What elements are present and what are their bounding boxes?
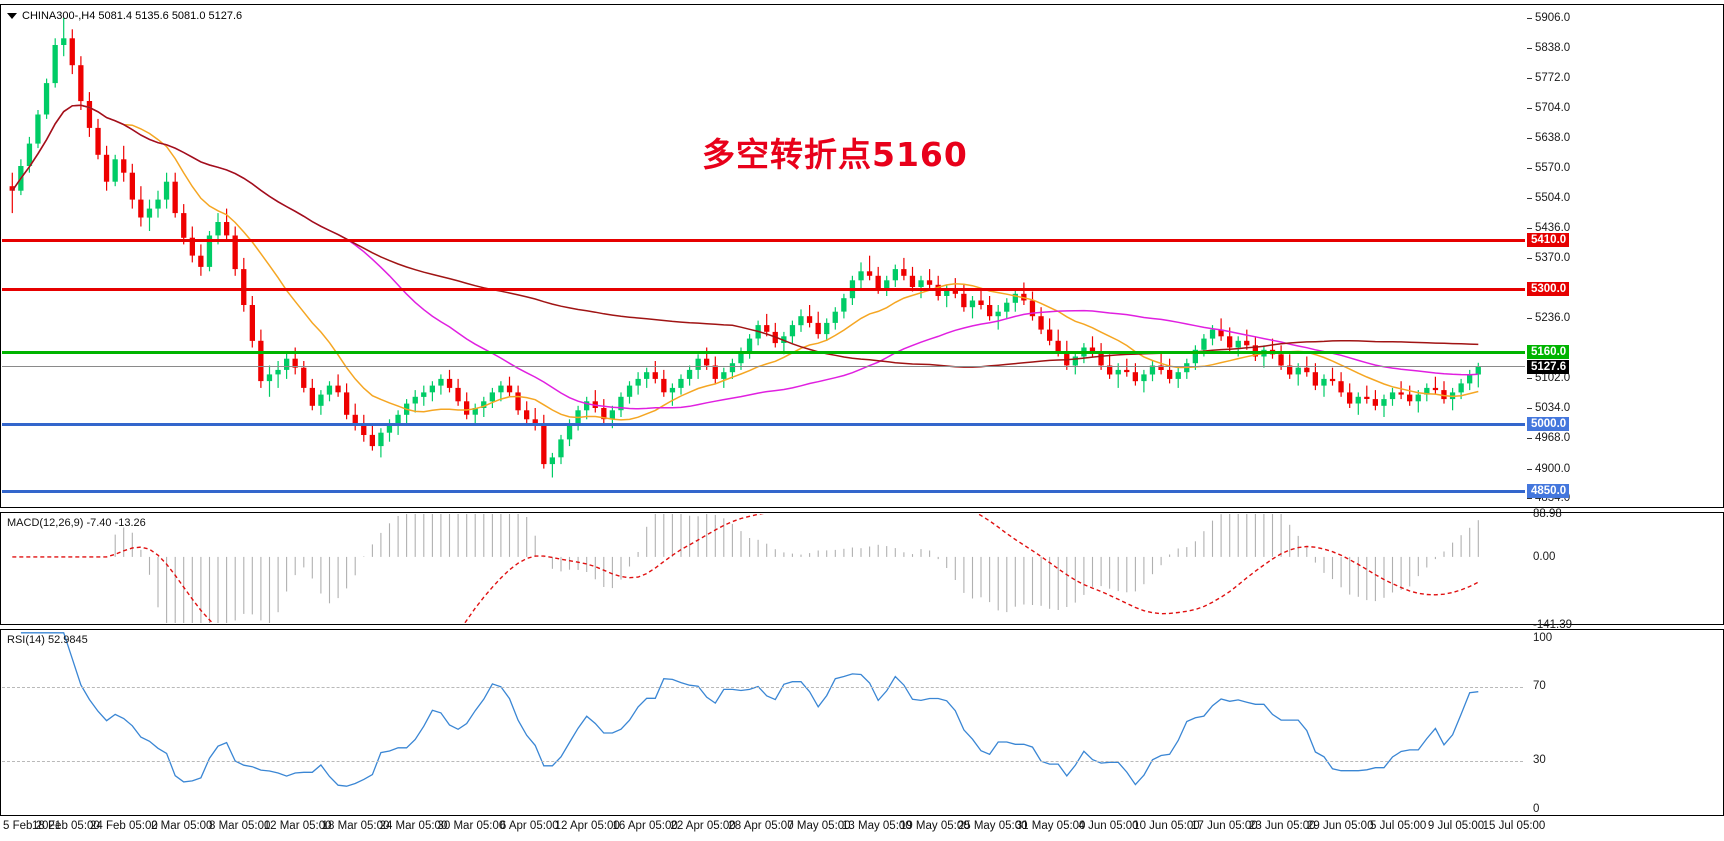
time-label: 31 May 05:00 [1015, 820, 1086, 832]
rsi-tick-100: 100 [1533, 632, 1553, 644]
macd-tick--141.39: -141.39 [1533, 619, 1573, 631]
symbol-readout-text: CHINA300-,H4 5081.4 5135.6 5081.0 5127.6 [22, 10, 243, 22]
price-tag-4850.0[interactable]: 4850.0 [1527, 483, 1570, 498]
time-label: 16 Apr 05:00 [612, 820, 678, 832]
time-label: 2 Mar 05:00 [151, 820, 213, 832]
price-tick-4900.0: 4900.0 [1526, 462, 1571, 475]
price-axis[interactable]: 5906.0 5838.0 5772.0 5704.0 5638.0 5570.0 5504… [1525, 5, 1723, 507]
macd-plot-area[interactable] [2, 514, 1523, 623]
price-tag-5160.0[interactable]: 5160.0 [1527, 345, 1570, 360]
time-label: 23 Jun 05:00 [1249, 820, 1316, 832]
symbol-readout: CHINA300-,H4 5081.4 5135.6 5081.0 5127.6 [7, 10, 242, 22]
level-line-5127 [2, 365, 1525, 367]
time-label: 30 Mar 05:00 [437, 820, 506, 832]
time-label: 13 May 05:00 [842, 820, 912, 832]
time-label: 17 Jun 05:00 [1191, 820, 1258, 832]
time-label: 12 Apr 05:00 [554, 820, 620, 832]
level-line-5300[interactable] [2, 288, 1525, 292]
time-label: 18 Mar 05:00 [321, 820, 390, 832]
macd-panel[interactable]: MACD(12,26,9) -7.40 -13.26 88.98 0.00 -141… [0, 508, 1724, 631]
rsi-overbought-line [2, 686, 1523, 688]
price-chart-panel[interactable]: CHINA300-,H4 5081.4 5135.6 5081.0 5127.6… [0, 4, 1724, 508]
level-line-4850[interactable] [2, 489, 1525, 493]
macd-axis[interactable]: 88.98 0.00 -141.39 [1523, 508, 1723, 631]
rsi-plot-area[interactable] [2, 631, 1523, 814]
price-tick-5504.0: 5504.0 [1526, 191, 1571, 204]
time-label: 5 Jul 05:00 [1370, 820, 1427, 832]
macd-tick-88.98: 88.98 [1533, 508, 1562, 520]
price-tick-5638.0: 5638.0 [1526, 131, 1571, 144]
macd-series-svg [12, 514, 1479, 623]
price-tick-5906.0: 5906.0 [1526, 11, 1571, 24]
price-plot-area[interactable]: 多空转折点5160 [2, 6, 1525, 506]
rsi-tick-0: 0 [1533, 803, 1540, 815]
price-tick-5436.0: 5436.0 [1526, 222, 1571, 235]
price-tick-5838.0: 5838.0 [1526, 42, 1571, 55]
level-line-5160[interactable] [2, 351, 1525, 355]
time-label: 28 Apr 05:00 [728, 820, 794, 832]
price-tag-5300.0[interactable]: 5300.0 [1527, 282, 1570, 297]
price-tag-5410.0[interactable]: 5410.0 [1527, 232, 1570, 247]
rsi-tick-30: 30 [1533, 753, 1546, 766]
level-line-5410[interactable] [2, 238, 1525, 242]
macd-caption: MACD(12,26,9) -7.40 -13.26 [7, 517, 146, 529]
price-tick-5570.0: 5570.0 [1526, 162, 1571, 175]
time-label: 10 Jun 05:00 [1133, 820, 1200, 832]
level-line-5000[interactable] [2, 422, 1525, 426]
time-axis[interactable]: 5 Feb 2021 18 Feb 05:00 24 Feb 05:00 2 Mar … [0, 818, 1724, 841]
rsi-panel[interactable]: RSI(14) 52.9845 100 70 30 0 [0, 629, 1724, 816]
time-label: 24 Mar 05:00 [379, 820, 448, 832]
rsi-axis[interactable]: 100 70 30 0 [1523, 630, 1723, 815]
time-label: 4 Jun 05:00 [1078, 820, 1139, 832]
triangle-down-icon[interactable] [7, 13, 17, 19]
time-label: 22 Apr 05:00 [670, 820, 736, 832]
price-tick-5772.0: 5772.0 [1526, 71, 1571, 84]
time-label: 24 Feb 05:00 [89, 820, 158, 832]
time-label: 15 Jul 05:00 [1482, 820, 1546, 832]
price-candles-svg [9, 18, 1481, 478]
macd-tick-0.00: 0.00 [1533, 550, 1556, 563]
rsi-oversold-line [2, 760, 1523, 762]
time-label: 7 May 05:00 [787, 820, 851, 832]
time-label: 19 May 05:00 [899, 820, 970, 832]
rsi-tick-70: 70 [1533, 679, 1546, 692]
price-tick-5034.0: 5034.0 [1526, 402, 1571, 415]
time-label: 29 Jun 05:00 [1306, 820, 1374, 832]
time-label: 5 Feb 2021 [3, 820, 62, 832]
price-tag-5127.6[interactable]: 5127.6 [1527, 359, 1570, 374]
time-label: 12 Mar 05:00 [263, 820, 332, 832]
time-label: 8 Mar 05:00 [209, 820, 271, 832]
time-label: 9 Jul 05:00 [1427, 820, 1485, 832]
price-tick-4968.0: 4968.0 [1526, 432, 1571, 445]
rsi-series-svg [20, 632, 1479, 787]
time-label: 25 May 05:00 [957, 820, 1028, 832]
time-label: 6 Apr 05:00 [499, 820, 559, 832]
price-tick-5236.0: 5236.0 [1526, 311, 1571, 324]
price-tick-5370.0: 5370.0 [1526, 251, 1571, 264]
price-tick-5102.0: 5102.0 [1526, 372, 1571, 385]
price-tick-5704.0: 5704.0 [1526, 102, 1571, 115]
chart-annotation-text: 多空转折点5160 [702, 135, 968, 174]
price-tag-5000.0[interactable]: 5000.0 [1527, 416, 1570, 431]
time-label: 18 Feb 05:00 [32, 820, 100, 832]
rsi-caption: RSI(14) 52.9845 [7, 634, 88, 646]
